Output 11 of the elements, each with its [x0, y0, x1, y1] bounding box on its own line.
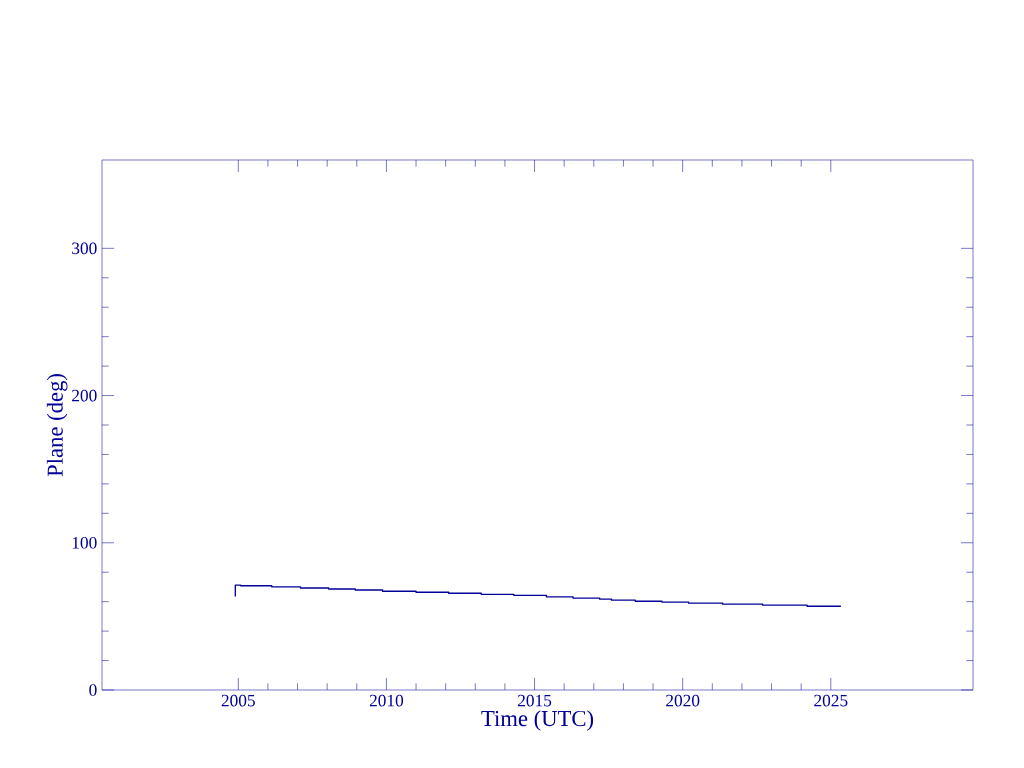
- x-tick-label: 2015: [517, 694, 552, 707]
- y-tick-label: 300: [72, 242, 97, 255]
- y-tick-label: 100: [72, 536, 97, 549]
- y-tick-label: 0: [89, 684, 97, 696]
- x-tick-label: 2020: [666, 694, 700, 707]
- x-tick-label: 2010: [369, 694, 404, 707]
- x-tick-label: 2005: [221, 694, 255, 707]
- y-axis-title: Plane (deg): [46, 374, 68, 477]
- x-tick-label: 2025: [814, 694, 848, 707]
- x-axis-title: Time (UTC): [481, 710, 594, 731]
- y-tick-label: 200: [72, 389, 97, 402]
